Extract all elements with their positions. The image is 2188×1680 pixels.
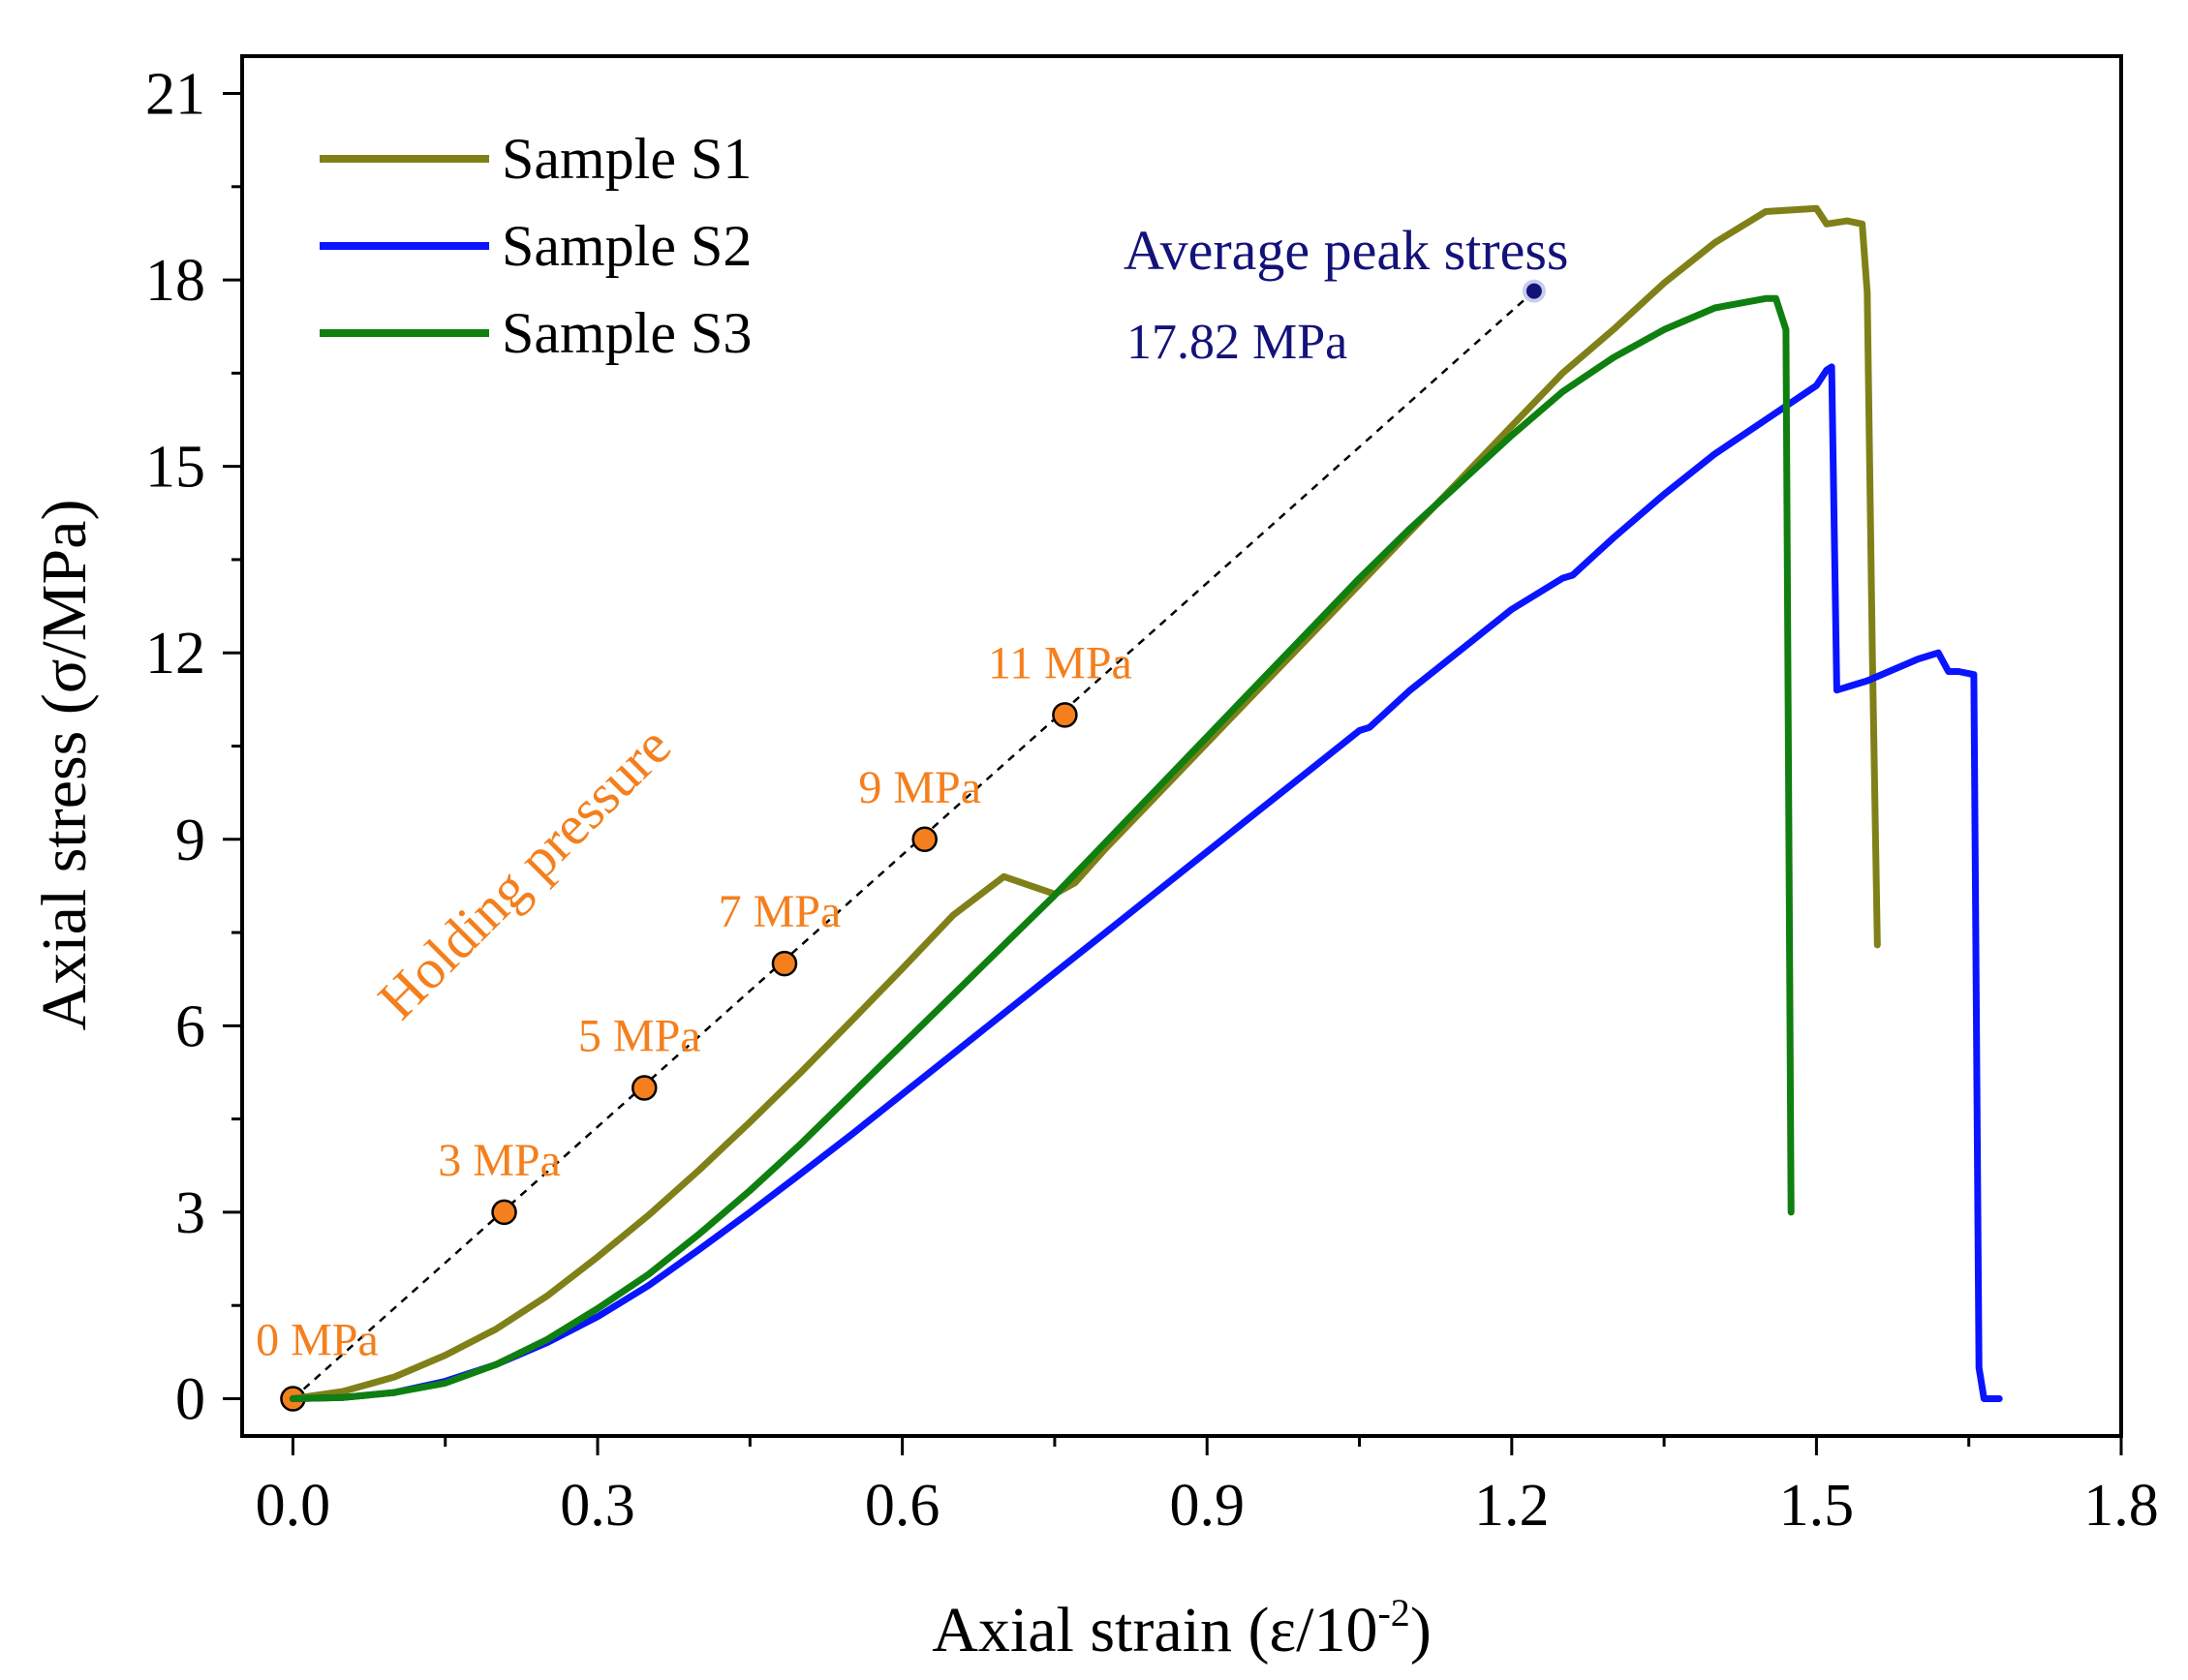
legend-label: Sample S3: [502, 301, 752, 365]
holding-pressure-layer: 0 MPa 3 MPa 5 MPa 7 MPa 9 MPa 11 MPa Holding p…: [256, 290, 1535, 1412]
x-tick-label: 0.6: [865, 1473, 940, 1539]
y-tick-label: 9: [175, 808, 205, 873]
x-tick-label: 0.3: [560, 1473, 635, 1539]
holding-pressure-point: [1052, 702, 1078, 728]
y-tick-label: 21: [145, 62, 205, 128]
legend-label: Sample S2: [502, 214, 752, 278]
legend: Sample S1 Sample S2 Sample S3: [320, 127, 752, 365]
x-axis-label: Axial strain (ε/10-2): [932, 1591, 1432, 1665]
axis-tick-labels: 0.0 0.3 0.6 0.9 1.2 1.5 1.8 0 3 6 9 12 15 18 21: [145, 62, 2159, 1539]
legend-label: Sample S1: [502, 127, 752, 191]
average-peak-point: [1522, 279, 1546, 303]
series-line-s3: [289, 294, 1795, 1402]
holding-pressure-title: Holding pressure: [366, 715, 683, 1031]
x-tick-label: 1.5: [1779, 1473, 1855, 1539]
y-tick-label: 15: [145, 435, 205, 501]
x-tick-label: 0.0: [256, 1473, 331, 1539]
holding-pressure-point: [911, 826, 938, 853]
y-tick-label: 6: [175, 993, 205, 1059]
y-axis-label: Axial stress (σ/MPa): [29, 500, 100, 1031]
holding-pressure-label: 0 MPa: [256, 1314, 379, 1365]
holding-pressure-label: 5 MPa: [578, 1011, 701, 1062]
y-tick-label: 0: [175, 1366, 205, 1432]
holding-pressure-point: [771, 950, 798, 977]
average-peak-title: Average peak stress: [1124, 219, 1569, 282]
x-tick-label: 0.9: [1169, 1473, 1245, 1539]
holding-pressure-point: [632, 1075, 658, 1101]
y-tick-label: 3: [175, 1180, 205, 1246]
holding-pressure-point: [491, 1199, 517, 1226]
holding-pressure-label: 9 MPa: [858, 762, 981, 813]
series-line-s2: [289, 363, 2003, 1402]
holding-pressure-label: 7 MPa: [719, 886, 842, 937]
y-tick-label: 18: [145, 248, 205, 314]
holding-pressure-label: 3 MPa: [438, 1135, 561, 1186]
x-tick-label: 1.2: [1474, 1473, 1550, 1539]
axis-ticks: [223, 92, 2123, 1455]
average-peak-value: 17.82 MPa: [1126, 315, 1347, 370]
series-line-s1: [289, 204, 1881, 1402]
holding-pressure-label: 11 MPa: [988, 637, 1132, 688]
x-tick-label: 1.8: [2083, 1473, 2159, 1539]
y-tick-label: 12: [145, 621, 205, 687]
annotation-layer: Average peak stress 17.82 MPa: [1124, 219, 1569, 370]
series-layer: [289, 204, 2003, 1402]
